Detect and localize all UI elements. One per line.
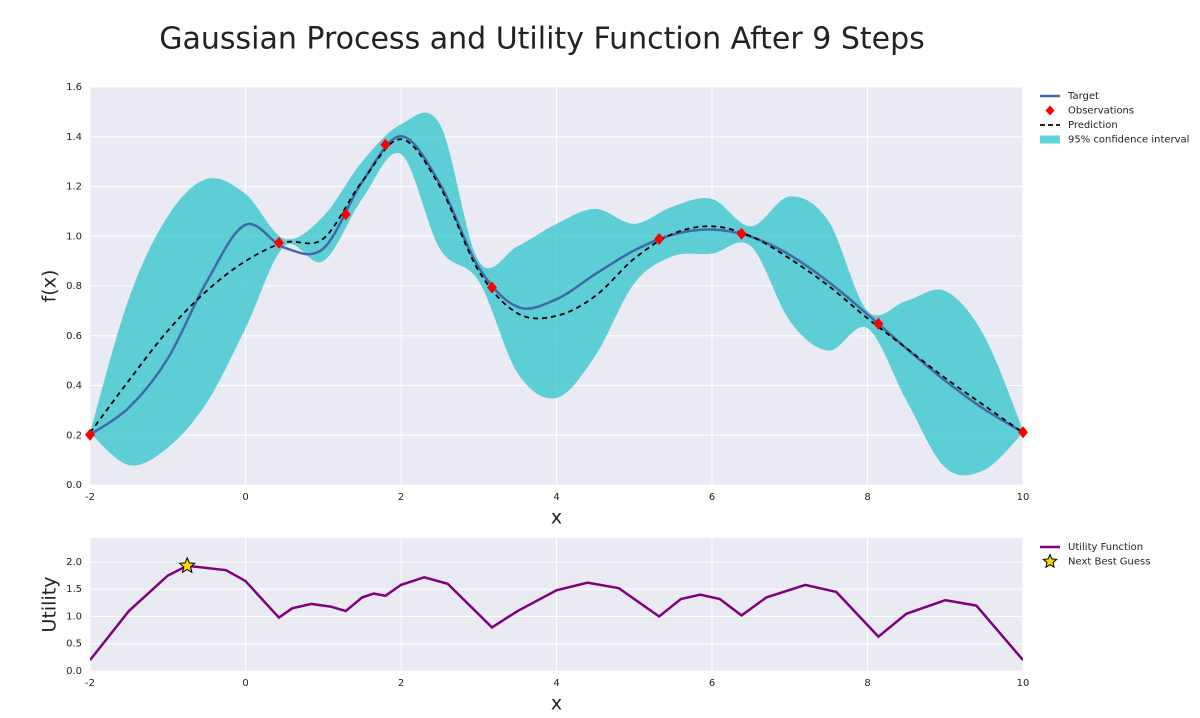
legend-item: Prediction	[1040, 120, 1118, 131]
axes: -2 0 2 4 6 8 10 0.0 0.5 1.0 1.5 2.0	[66, 538, 1029, 689]
x-tick-label: 0	[242, 678, 248, 689]
x-tick-label: 10	[1017, 492, 1030, 503]
diamond-marker	[654, 232, 665, 245]
diamond-marker	[736, 227, 747, 240]
line	[90, 138, 1023, 434]
legend-label: Observations	[1068, 106, 1134, 117]
star-marker	[178, 556, 197, 574]
x-tick-label: 8	[864, 492, 870, 503]
x-tick-label: 10	[1017, 678, 1030, 689]
y-tick-label: 0.0	[66, 666, 82, 677]
x-tick-label: 4	[553, 678, 559, 689]
legend-item: Target	[1040, 91, 1099, 102]
y-axis-label: Utility	[39, 577, 61, 633]
diamond-marker	[340, 208, 351, 221]
diamond-marker	[486, 281, 497, 294]
x-tick-label: 0	[242, 492, 248, 503]
legend-label: 95% confidence interval	[1068, 135, 1189, 146]
diamond-marker	[380, 138, 391, 151]
diamond-marker	[85, 428, 95, 441]
x-axis-label: x	[551, 507, 562, 529]
legend-item: Next Best Guess	[1042, 553, 1150, 569]
y-tick-label: 0.2	[66, 430, 82, 441]
x-axis-label: x	[551, 693, 562, 715]
diamond-marker	[1018, 426, 1028, 439]
legend-label: Next Best Guess	[1068, 557, 1150, 568]
x-tick-label: 6	[709, 492, 715, 503]
y-tick-label: 1.4	[66, 132, 82, 143]
markers	[178, 556, 197, 574]
y-tick-label: 0.4	[66, 381, 82, 392]
diamond-marker	[273, 236, 284, 249]
x-tick-label: -2	[85, 492, 95, 503]
legend-swatch	[1042, 553, 1058, 569]
y-tick-label: 0.5	[66, 639, 82, 650]
plot-area	[90, 564, 1023, 661]
y-tick-label: 0.8	[66, 281, 82, 292]
legend-swatch	[1040, 135, 1060, 144]
y-tick-label: 1.2	[66, 182, 82, 193]
legend-label: Target	[1067, 91, 1099, 102]
legend-item: Utility Function	[1040, 542, 1143, 553]
y-axis-label: f(x)	[39, 270, 61, 303]
y-tick-label: 1.6	[66, 82, 82, 93]
y-tick-label: 0.0	[66, 480, 82, 491]
y-tick-label: 1.5	[66, 584, 82, 595]
confidence-band	[90, 112, 1023, 476]
x-tick-label: -2	[85, 678, 95, 689]
legend-item: Observations	[1045, 105, 1134, 117]
legend-label: Prediction	[1068, 120, 1118, 131]
line	[90, 135, 1023, 436]
y-tick-label: 2.0	[66, 557, 82, 568]
y-tick-label: 0.6	[66, 331, 82, 342]
y-tick-label: 1.0	[66, 231, 82, 242]
x-tick-label: 4	[553, 492, 559, 503]
chart-title: Gaussian Process and Utility Function Af…	[159, 22, 925, 57]
x-tick-label: 2	[398, 678, 404, 689]
x-tick-label: 8	[864, 678, 870, 689]
markers	[85, 138, 1028, 441]
legend-swatch	[1045, 105, 1055, 116]
diamond-marker	[873, 317, 884, 330]
legend-item: 95% confidence interval	[1040, 135, 1189, 146]
x-tick-label: 2	[398, 492, 404, 503]
y-tick-label: 1.0	[66, 611, 82, 622]
line	[90, 564, 1023, 661]
legend-label: Utility Function	[1068, 542, 1143, 553]
x-tick-label: 6	[709, 678, 715, 689]
plot-area	[90, 112, 1023, 476]
